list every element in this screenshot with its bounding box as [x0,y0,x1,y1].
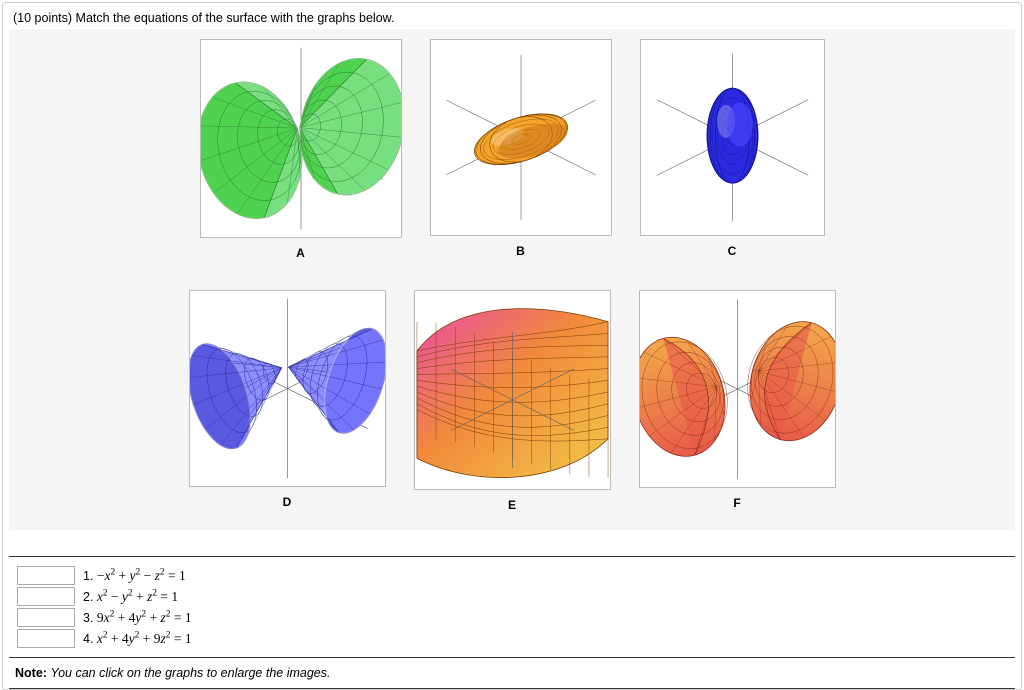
graph-label-F: F [733,496,740,510]
graph-label-E: E [508,498,516,512]
graph-D[interactable] [189,290,386,487]
graph-C[interactable] [640,39,825,236]
answer-row-4: 4. x2 + 4y2 + 9z2 = 1 [9,628,1015,649]
graph-row-1: A B C [9,39,1015,260]
note-italic: You can click on the graphs to enlarge t… [50,666,330,680]
note-bold: Note: [15,666,47,680]
equation-2: 2. x2 − y2 + z2 = 1 [83,589,178,605]
question-text: (10 points) Match the equations of the s… [3,3,1021,29]
answer-row-1: 1. −x2 + y2 − z2 = 1 [9,565,1015,586]
answer-input-3[interactable] [17,608,75,627]
equation-4: 4. x2 + 4y2 + 9z2 = 1 [83,631,192,647]
graph-label-C: C [728,244,737,258]
graphs-area: A B C D [9,29,1015,530]
graph-cell-C: C [640,39,825,260]
answer-row-2: 2. x2 − y2 + z2 = 1 [9,586,1015,607]
answers-section: 1. −x2 + y2 − z2 = 1 2. x2 − y2 + z2 = 1… [9,556,1015,658]
answer-row-3: 3. 9x2 + 4y2 + z2 = 1 [9,607,1015,628]
equation-3: 3. 9x2 + 4y2 + z2 = 1 [83,610,192,626]
equation-1: 1. −x2 + y2 − z2 = 1 [83,568,186,584]
graph-label-A: A [296,246,305,260]
graph-cell-D: D [189,290,386,512]
note-text: Note: You can click on the graphs to enl… [9,658,1015,689]
graph-F[interactable] [639,290,836,488]
graph-cell-A: A [200,39,402,260]
graph-label-B: B [516,244,525,258]
graph-E[interactable] [414,290,611,490]
answer-input-2[interactable] [17,587,75,606]
graph-label-D: D [283,495,292,509]
answer-input-4[interactable] [17,629,75,648]
graph-row-2: D E F [9,290,1015,512]
graph-B[interactable] [430,39,612,236]
answer-input-1[interactable] [17,566,75,585]
graph-cell-B: B [430,39,612,260]
graph-cell-F: F [639,290,836,512]
graph-A[interactable] [200,39,402,238]
question-panel: (10 points) Match the equations of the s… [2,2,1022,690]
graph-cell-E: E [414,290,611,512]
